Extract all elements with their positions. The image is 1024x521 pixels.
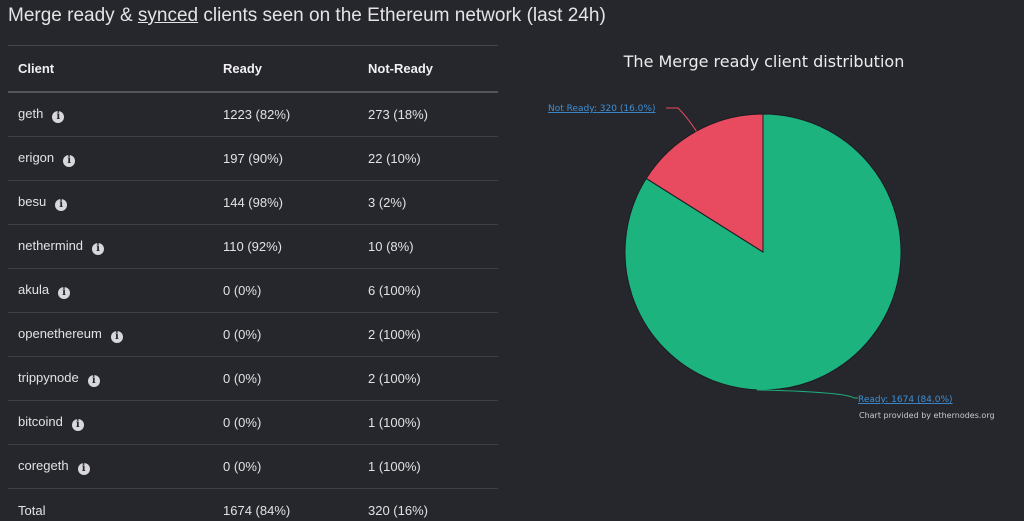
client-cell: trippynode i	[8, 356, 213, 401]
ready-leader-line	[756, 389, 858, 399]
table-row: coregeth i 0 (0%) 1 (100%)	[8, 444, 498, 489]
ready-cell: 144 (98%)	[213, 180, 358, 225]
synced-link[interactable]: synced	[137, 5, 199, 26]
pie-chart: Not Ready: 320 (16.0%) Ready: 1674 (84.0%…	[510, 40, 1020, 440]
table-row: erigon i 197 (90%) 22 (10%)	[8, 136, 498, 181]
header-client: Client	[8, 45, 213, 93]
info-icon[interactable]: i	[92, 243, 105, 255]
client-name: coregeth	[18, 458, 69, 473]
not-ready-cell: 273 (18%)	[358, 92, 498, 137]
table-row: geth i 1223 (82%) 273 (18%)	[8, 92, 498, 137]
client-cell: openethereum i	[8, 312, 213, 357]
info-icon[interactable]: i	[52, 111, 65, 123]
chart-credit[interactable]: Chart provided by ethernodes.org	[859, 411, 995, 420]
client-cell: akula i	[8, 268, 213, 313]
table-row: nethermind i 110 (92%) 10 (8%)	[8, 224, 498, 269]
info-icon[interactable]: i	[77, 463, 90, 475]
title-text-start: Merge ready &	[8, 5, 138, 26]
client-name: trippynode	[18, 370, 79, 385]
ready-label[interactable]: Ready: 1674 (84.0%)	[858, 395, 953, 405]
client-name: akula	[18, 282, 50, 297]
table-row: besu i 144 (98%) 3 (2%)	[8, 180, 498, 225]
ready-cell: 0 (0%)	[213, 400, 358, 445]
not-ready-cell: 1 (100%)	[358, 400, 498, 445]
total-ready: 1674 (84%)	[223, 503, 291, 518]
title-text-end: clients seen on the Ethereum network (la…	[198, 5, 606, 26]
client-cell: nethermind i	[8, 224, 213, 269]
ready-cell: 0 (0%)	[213, 312, 358, 357]
chart-title: The Merge ready client distribution	[623, 52, 905, 71]
total-label: Total	[18, 503, 46, 518]
table-row: trippynode i 0 (0%) 2 (100%)	[8, 356, 498, 401]
client-name: nethermind	[18, 238, 84, 253]
ready-cell: 110 (92%)	[213, 224, 358, 269]
client-cell: coregeth i	[8, 444, 213, 489]
total-row: Total 1674 (84%) 320 (16%)	[8, 489, 498, 521]
client-name: erigon	[18, 150, 55, 165]
not-ready-cell: 22 (10%)	[358, 136, 498, 181]
ready-cell: 197 (90%)	[213, 136, 358, 181]
header-ready: Ready	[213, 45, 358, 93]
not-ready-cell: 2 (100%)	[358, 312, 498, 357]
client-cell: besu i	[8, 180, 213, 225]
pie-slice-not-ready[interactable]	[645, 113, 764, 253]
ready-cell: 1223 (82%)	[213, 92, 358, 137]
client-name: besu	[18, 194, 47, 209]
not-ready-cell: 3 (2%)	[358, 180, 498, 225]
info-icon[interactable]: i	[63, 155, 76, 167]
clients-table: Client Ready Not-Ready geth i 1223 (82%) 27…	[8, 45, 498, 521]
table-header-row: Client Ready Not-Ready	[8, 45, 498, 93]
not-ready-label[interactable]: Not Ready: 320 (16.0%)	[548, 104, 655, 114]
ready-cell: 0 (0%)	[213, 356, 358, 401]
ready-cell: 0 (0%)	[213, 268, 358, 313]
client-name: geth	[18, 106, 44, 121]
pie-chart-svg: Not Ready: 320 (16.0%) Ready: 1674 (84.0%…	[548, 104, 995, 420]
not-ready-cell: 10 (8%)	[358, 224, 498, 269]
not-ready-cell: 6 (100%)	[358, 268, 498, 313]
not-ready-leader-line	[666, 107, 697, 132]
info-icon[interactable]: i	[87, 375, 100, 387]
info-icon[interactable]: i	[58, 287, 71, 299]
total-not-ready: 320 (16%)	[368, 503, 428, 518]
table-row: bitcoind i 0 (0%) 1 (100%)	[8, 400, 498, 445]
client-cell: erigon i	[8, 136, 213, 181]
table-row: openethereum i 0 (0%) 2 (100%)	[8, 312, 498, 357]
table-row: akula i 0 (0%) 6 (100%)	[8, 268, 498, 313]
not-ready-cell: 1 (100%)	[358, 444, 498, 489]
ready-cell: 0 (0%)	[213, 444, 358, 489]
info-icon[interactable]: i	[71, 419, 84, 431]
pie-slice-ready[interactable]	[624, 113, 902, 391]
page-title: Merge ready & synced clients seen on the…	[8, 5, 606, 27]
info-icon[interactable]: i	[55, 199, 68, 211]
client-name: bitcoind	[18, 414, 63, 429]
client-cell: geth i	[8, 92, 213, 137]
info-icon[interactable]: i	[110, 331, 123, 343]
client-name: openethereum	[18, 326, 102, 341]
not-ready-cell: 2 (100%)	[358, 356, 498, 401]
client-cell: bitcoind i	[8, 400, 213, 445]
header-not-ready: Not-Ready	[358, 45, 498, 93]
